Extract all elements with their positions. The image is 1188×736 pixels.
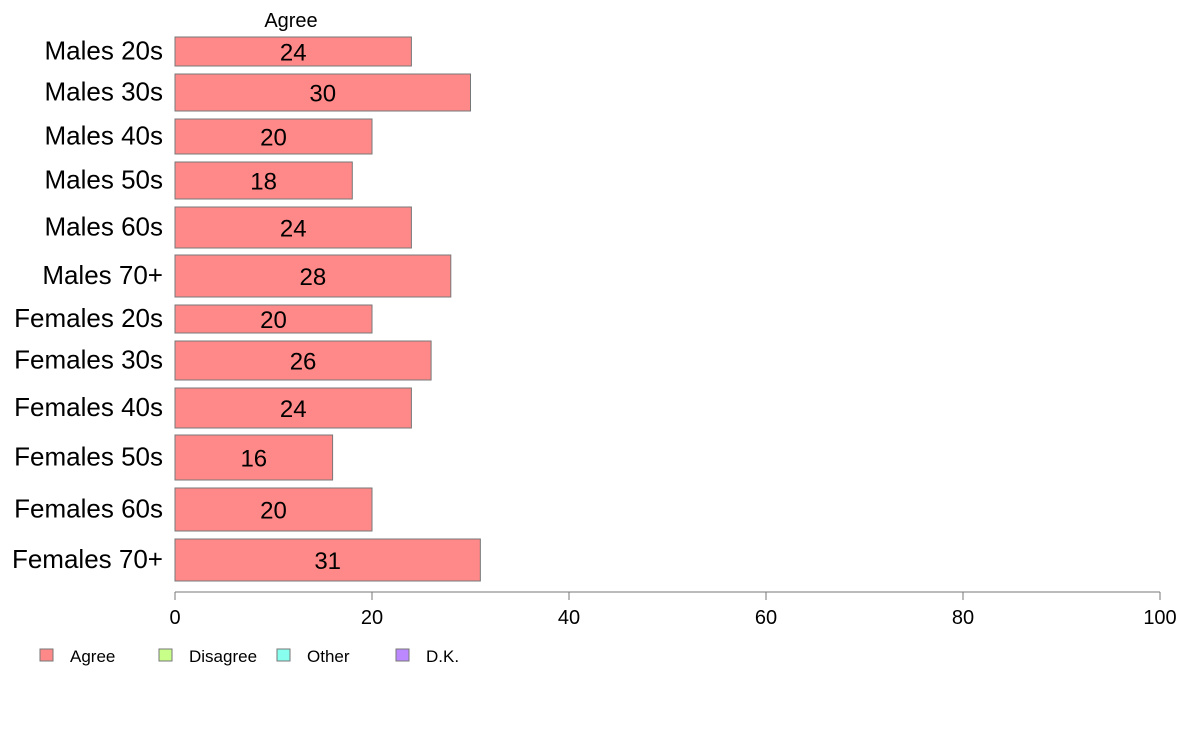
bar-agree <box>174 538 481 582</box>
data-label: 30 <box>309 81 336 108</box>
series-header: Agree <box>264 10 317 32</box>
x-tick-label: 80 <box>952 607 974 629</box>
category-label: Males 70+ <box>42 260 163 290</box>
data-label: 24 <box>280 40 307 67</box>
data-label: 24 <box>280 216 307 243</box>
bar-agree <box>174 161 353 200</box>
x-tick-label: 40 <box>558 607 580 629</box>
x-tick-label: 100 <box>1143 607 1176 629</box>
bar-agree <box>174 118 373 155</box>
data-label: 28 <box>300 264 327 291</box>
category-label: Females 20s <box>14 303 163 333</box>
category-label: Females 30s <box>14 345 163 375</box>
legend-label: D.K. <box>426 647 459 666</box>
category-label: Males 60s <box>45 212 164 242</box>
legend-swatch-other <box>276 648 291 662</box>
category-label: Males 40s <box>45 121 164 151</box>
legend-label: Disagree <box>189 647 257 666</box>
bar-agree <box>174 206 412 249</box>
x-tick-label: 60 <box>755 607 777 629</box>
x-axis: 0 20 40 60 80 100 <box>169 591 1177 629</box>
data-label: 24 <box>280 396 307 423</box>
bar-agree <box>174 340 432 381</box>
bar-agree <box>174 487 373 532</box>
bar-agree <box>174 73 471 112</box>
data-label: 26 <box>290 349 317 376</box>
data-label: 20 <box>260 498 287 525</box>
data-label: 20 <box>260 307 287 334</box>
category-labels: Males 20s Males 30s Males 40s Males 50s Male… <box>12 36 163 575</box>
data-label: 31 <box>314 548 341 575</box>
legend-swatch-d-k <box>395 648 410 662</box>
category-label: Females 60s <box>14 494 163 524</box>
bar-agree <box>174 304 373 334</box>
category-label: Females 50s <box>14 442 163 472</box>
bar-agree <box>174 434 334 481</box>
bar-agree <box>174 254 452 298</box>
bar-agree <box>174 36 412 67</box>
legend-label: Agree <box>70 647 115 666</box>
legend: Agree Disagree Other D.K. <box>39 647 459 666</box>
category-label: Females 70+ <box>12 544 163 574</box>
x-tick-label: 20 <box>361 607 383 629</box>
category-label: Females 40s <box>14 392 163 422</box>
bar-agree <box>174 387 412 429</box>
legend-swatch-agree <box>39 648 54 662</box>
data-label: 18 <box>250 169 277 196</box>
category-label: Males 20s <box>45 36 164 66</box>
category-label: Males 30s <box>45 77 164 107</box>
legend-swatch-disagree <box>158 648 173 662</box>
data-label: 16 <box>240 446 267 473</box>
x-tick-label: 0 <box>169 607 180 629</box>
legend-label: Other <box>307 647 350 666</box>
category-label: Males 50s <box>45 165 164 195</box>
data-label: 20 <box>260 125 287 152</box>
